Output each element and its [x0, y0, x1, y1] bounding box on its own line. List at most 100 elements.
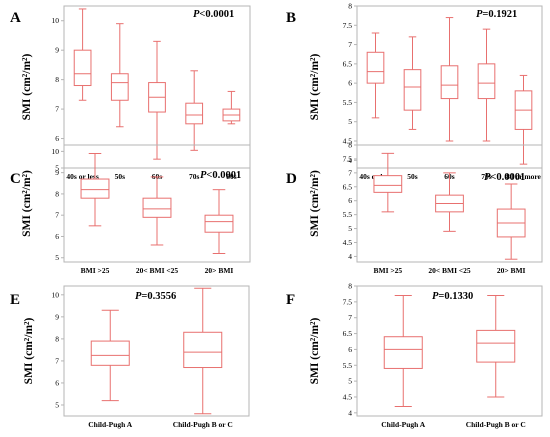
iqr-box — [90, 340, 130, 366]
iqr-box — [366, 51, 385, 84]
panel-letter: D — [286, 171, 297, 187]
y-tick-label: 6 — [55, 378, 59, 387]
y-tick-label: 8 — [348, 282, 352, 291]
p-value: P=0.3556 — [135, 291, 176, 302]
category-label: 70s — [481, 172, 492, 181]
category-label: Child-Pugh B or C — [173, 420, 233, 429]
iqr-box — [80, 178, 110, 199]
y-tick-label: 6.5 — [343, 329, 353, 338]
y-tick-label: 7.5 — [343, 297, 353, 306]
y-axis-label: SMI (cm²/m²) — [309, 170, 321, 237]
p-value: P=0.1921 — [476, 9, 517, 20]
box-3 — [148, 40, 166, 160]
category-label: 80s — [226, 172, 237, 181]
panel-letter: E — [10, 292, 20, 308]
y-tick-label: 6.5 — [343, 59, 353, 68]
box-4 — [477, 28, 496, 142]
plot-frame — [63, 285, 250, 417]
iqr-box — [403, 69, 422, 111]
panel-d: D SMI (cm²/m²) 4 4.5 5 5.5 6 6.5 7 7.5 8 P<0.0001 BM… — [286, 141, 543, 275]
y-tick-label: 5 — [55, 400, 59, 409]
y-tick-label: 7.5 — [343, 21, 353, 30]
y-tick-label: 7 — [55, 211, 59, 220]
category-label: 80 or more — [506, 172, 541, 181]
y-tick-label: 8 — [348, 141, 352, 150]
box-1 — [80, 153, 110, 227]
y-tick-label: 5.5 — [343, 361, 353, 370]
box-5 — [222, 90, 241, 125]
box-1 — [366, 32, 385, 119]
iqr-box — [185, 102, 204, 125]
y-tick-label: 5.5 — [343, 210, 353, 219]
y-tick-label: 6 — [348, 79, 352, 88]
y-tick-label: 4 — [348, 156, 352, 165]
y-tick-label: 7 — [348, 313, 352, 322]
category-label: BMI >25 — [374, 266, 403, 275]
box-2 — [435, 172, 464, 232]
y-tick-label: 7 — [55, 356, 59, 365]
iqr-box — [373, 175, 403, 193]
plot-frame — [356, 144, 543, 263]
y-tick-label: 6 — [55, 134, 59, 143]
y-tick-label: 8 — [55, 75, 59, 84]
category-label: 20> BMI — [205, 266, 234, 275]
y-tick-label: 4 — [348, 252, 352, 261]
iqr-box — [477, 63, 496, 100]
panel-f: F SMI (cm²/m²) 4 4.5 5 5.5 6 6.5 7 7.5 8 P=0.1330 Ch… — [286, 282, 543, 429]
category-label: 20< BMI <25 — [428, 266, 471, 275]
box-5 — [514, 74, 533, 165]
plot-frame — [356, 285, 543, 417]
p-value: P<0.0001 — [193, 9, 234, 20]
box-3 — [440, 17, 459, 142]
y-axis-label: SMI (cm²/m²) — [21, 170, 33, 237]
y-tick-label: 7.5 — [343, 154, 353, 163]
iqr-box — [142, 197, 172, 218]
y-tick-label: 6.5 — [343, 182, 353, 191]
plot-frame — [356, 5, 543, 169]
y-tick-label: 9 — [55, 168, 59, 177]
box-1 — [73, 8, 92, 101]
category-label: Child-Pugh B or C — [466, 420, 526, 429]
y-tick-label: 4.5 — [343, 137, 353, 146]
y-axis-label: SMI (cm²/m²) — [21, 54, 33, 121]
box-2 — [476, 295, 516, 398]
y-tick-label: 4.5 — [343, 392, 353, 401]
panel-letter: C — [10, 171, 21, 187]
category-label: Child-Pugh A — [381, 420, 426, 429]
box-3 — [204, 189, 234, 254]
y-tick-label: 5 — [348, 117, 352, 126]
iqr-box — [183, 331, 223, 369]
y-tick-label: 8 — [55, 189, 59, 198]
plot-frame — [63, 144, 251, 263]
p-value: P<0.0001 — [200, 170, 241, 181]
y-axis-label: SMI (cm²/m²) — [309, 54, 321, 121]
category-label: 70s — [189, 172, 200, 181]
category-label: 20> BMI — [497, 266, 526, 275]
panel-letter: B — [286, 10, 296, 26]
category-label: 50s — [115, 172, 126, 181]
plot-frame — [63, 5, 251, 169]
box-1 — [90, 309, 130, 402]
category-label: 50s — [407, 172, 418, 181]
box-1 — [383, 295, 423, 407]
y-tick-label: 6 — [348, 196, 352, 205]
y-tick-label: 5 — [55, 164, 59, 173]
y-tick-label: 10 — [52, 290, 60, 299]
iqr-box — [476, 329, 516, 363]
y-tick-label: 9 — [55, 312, 59, 321]
y-tick-label: 4 — [348, 408, 352, 417]
iqr-box — [440, 65, 459, 100]
panel-c: C SMI (cm²/m²) 5 6 7 8 9 10 P<0.0001 BMI >25 20< B… — [10, 144, 251, 275]
y-tick-label: 7 — [348, 168, 352, 177]
box-2 — [403, 36, 422, 130]
category-label: 40s or less — [66, 172, 98, 181]
iqr-box — [383, 336, 423, 369]
box-1 — [373, 152, 403, 213]
box-2 — [183, 287, 223, 415]
y-tick-label: 10 — [52, 147, 60, 156]
iqr-box — [73, 49, 92, 87]
box-3 — [496, 183, 526, 260]
y-tick-label: 5 — [55, 253, 59, 262]
y-axis-label: SMI (cm²/m²) — [309, 318, 321, 385]
p-value: P=0.1330 — [432, 291, 473, 302]
